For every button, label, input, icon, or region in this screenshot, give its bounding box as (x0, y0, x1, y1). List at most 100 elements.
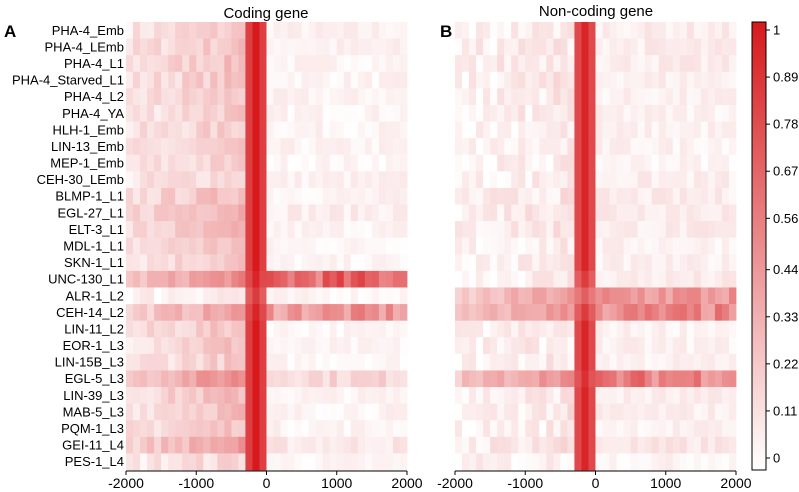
heatmap-cell (616, 337, 624, 355)
heatmap-cell (336, 270, 345, 288)
heatmap-cell (238, 270, 246, 288)
heatmap-cell (588, 55, 596, 73)
heatmap-cell (224, 387, 232, 405)
heatmap-cell (392, 71, 401, 89)
heatmap-cell (364, 88, 373, 106)
heatmap-cell (245, 38, 253, 56)
heatmap-cell (371, 387, 380, 405)
heatmap-cell (455, 304, 463, 322)
heatmap-cell (511, 270, 519, 288)
heatmap-cell (504, 138, 512, 156)
heatmap-cell (504, 337, 512, 355)
heatmap-cell (273, 254, 281, 272)
heatmap-cell (287, 138, 295, 156)
heatmap-cell (357, 121, 366, 139)
heatmap-cell (546, 387, 554, 405)
heatmap-cell (392, 436, 401, 454)
heatmap-cell (350, 55, 359, 73)
heatmap-cell (623, 55, 632, 73)
heatmap-cell (350, 387, 359, 405)
heatmap-cell (651, 221, 660, 239)
heatmap-cell (679, 403, 688, 421)
heatmap-cell (623, 38, 632, 56)
heatmap-cell (154, 237, 162, 255)
heatmap-cell (630, 187, 639, 205)
heatmap-cell (175, 38, 183, 56)
heatmap-cell (616, 154, 624, 172)
heatmap-cell (301, 171, 310, 189)
heatmap-cell (133, 237, 141, 255)
heatmap-cell (630, 254, 639, 272)
heatmap-cell (210, 237, 218, 255)
heatmap-cell (336, 38, 345, 56)
heatmap-cell (595, 320, 603, 338)
heatmap-cell (371, 254, 380, 272)
heatmap-cell (147, 337, 155, 355)
heatmap-cell (469, 287, 477, 305)
heatmap-cell (224, 71, 232, 89)
heatmap-cell (140, 88, 148, 106)
heatmap-cell (546, 88, 554, 106)
heatmap-cell (490, 204, 498, 222)
heatmap-cell (168, 55, 176, 73)
row-label: SKN-1_L1 (64, 255, 124, 270)
heatmap-cell (504, 436, 512, 454)
heatmap-cell (217, 22, 225, 39)
heatmap-cell (553, 88, 561, 106)
heatmap-cell (224, 270, 232, 288)
heatmap-cell (266, 154, 274, 172)
heatmap-cell (245, 287, 253, 305)
heatmap-cell (210, 187, 218, 205)
heatmap-cell (553, 138, 561, 156)
heatmap-cell (665, 154, 674, 172)
heatmap-cell (147, 403, 155, 421)
heatmap-cell (588, 204, 596, 222)
heatmap-cell (658, 370, 667, 388)
heatmap-cell (700, 337, 709, 355)
row-label: ELT-3_L1 (69, 222, 124, 237)
heatmap-cell (217, 254, 225, 272)
heatmap-cell (609, 38, 617, 56)
heatmap-cell (546, 22, 554, 39)
heatmap-cell (175, 55, 183, 73)
heatmap-cell (350, 453, 359, 471)
heatmap-cell (714, 121, 723, 139)
heatmap-cell (679, 138, 688, 156)
heatmap-cell (329, 420, 338, 438)
heatmap-cell (245, 337, 253, 355)
heatmap-cell (266, 254, 274, 272)
heatmap-cell (161, 154, 169, 172)
heatmap-cell (728, 204, 737, 222)
heatmap-cell (623, 337, 632, 355)
heatmap-cell (707, 287, 716, 305)
heatmap-cell (168, 270, 176, 288)
heatmap-cell (336, 55, 345, 73)
row-label: LIN-11_L2 (64, 321, 124, 336)
heatmap-cell (595, 204, 603, 222)
heatmap-cell (623, 204, 632, 222)
heatmap-cell (140, 237, 148, 255)
heatmap-cell (511, 221, 519, 239)
heatmap-cell (581, 287, 589, 305)
heatmap-cell (133, 204, 141, 222)
heatmap-cell (476, 403, 484, 421)
heatmap-cell (490, 187, 498, 205)
heatmap-cell (182, 403, 190, 421)
heatmap-cell (560, 104, 568, 122)
heatmap-cell (560, 387, 568, 405)
heatmap-cell (602, 187, 610, 205)
heatmap-cell (238, 254, 246, 272)
heatmap-cell (203, 171, 211, 189)
heatmap-cell (602, 403, 610, 421)
heatmap-cell (196, 353, 204, 371)
heatmap-cell (665, 287, 674, 305)
heatmap-cell (658, 71, 667, 89)
heatmap-cell (161, 22, 169, 39)
heatmap-cell (546, 453, 554, 471)
heatmap-cell (476, 370, 484, 388)
heatmap-cell (315, 22, 324, 39)
heatmap-cell (175, 403, 183, 421)
heatmap-cell (224, 88, 232, 106)
heatmap-cell (672, 270, 681, 288)
heatmap-cell (182, 204, 190, 222)
